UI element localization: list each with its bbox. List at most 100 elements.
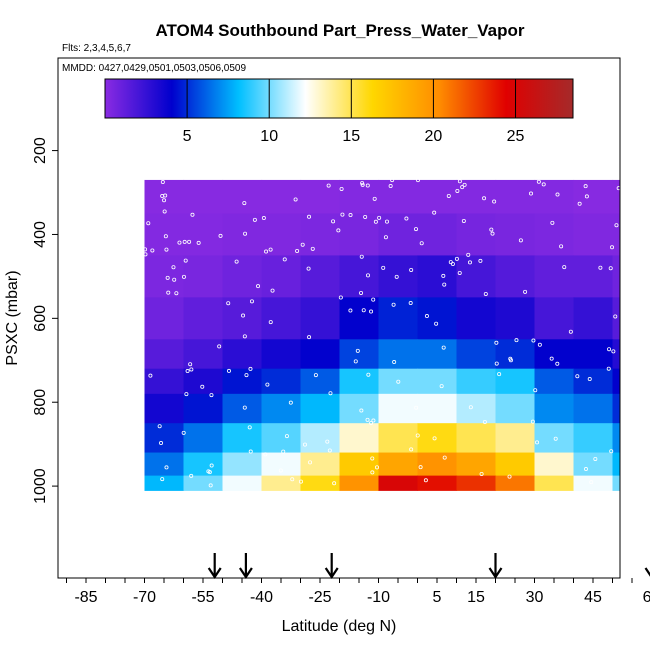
sample-marker [490, 231, 495, 236]
sample-marker [160, 194, 165, 199]
heatmap-cell [378, 339, 419, 370]
heatmap-cell [417, 179, 458, 215]
sample-marker [242, 334, 247, 339]
sample-marker [332, 481, 337, 486]
sample-marker [489, 227, 494, 232]
heatmap-cell [456, 213, 497, 257]
sample-marker [593, 456, 598, 461]
sample-marker [575, 374, 580, 379]
sample-marker [587, 377, 592, 382]
heatmap-cell [144, 452, 185, 477]
sample-marker [360, 181, 365, 186]
sample-marker [326, 183, 331, 188]
sample-marker [157, 424, 162, 429]
sample-marker [307, 214, 312, 219]
sample-marker [644, 234, 647, 237]
y-tick-label: 200 [32, 137, 49, 164]
sample-marker [268, 320, 273, 325]
heatmap-cell [183, 339, 224, 370]
sample-marker [284, 434, 289, 439]
sample-marker [621, 352, 624, 355]
sample-marker [497, 372, 502, 377]
sample-marker [164, 247, 169, 252]
sample-marker [177, 240, 182, 245]
heatmap-cell [573, 213, 614, 257]
arrow-head [207, 567, 222, 579]
sample-marker [523, 289, 528, 294]
heatmap-cell [300, 297, 341, 340]
sample-marker [160, 180, 165, 185]
sample-marker [163, 234, 168, 239]
sample-marker [348, 213, 353, 218]
heatmap-cell [573, 423, 614, 454]
heatmap-cell [300, 452, 341, 477]
heatmap-cell [495, 179, 536, 215]
sample-marker [384, 219, 389, 224]
sample-marker [209, 463, 214, 468]
sample-marker [479, 471, 484, 476]
heatmap-cell [456, 368, 497, 395]
heatmap-cell [417, 213, 458, 257]
arrow-head [324, 567, 339, 579]
y-tick-label: 800 [32, 389, 49, 416]
sample-marker [200, 384, 205, 389]
colorbar-gradient [104, 78, 574, 119]
sample-marker [381, 265, 386, 270]
sample-marker [432, 436, 437, 441]
heatmap-cell [183, 452, 224, 477]
sample-marker [187, 239, 192, 244]
sample-marker [171, 265, 176, 270]
sample-marker [247, 425, 252, 430]
heatmap-cell [144, 423, 185, 454]
sample-marker [553, 436, 558, 441]
heatmap-cell [183, 213, 224, 257]
heatmap-cell [573, 179, 614, 215]
heatmap-cell [222, 452, 263, 477]
sample-marker [583, 184, 588, 189]
sample-marker [611, 349, 616, 354]
heatmap-cell [495, 339, 536, 370]
sample-marker [355, 348, 360, 353]
sample-marker [555, 192, 560, 197]
sample-marker [424, 314, 429, 319]
heatmap-cell [495, 452, 536, 477]
sample-marker [483, 291, 488, 296]
heatmap-cell [339, 475, 380, 491]
heatmap-cell [378, 475, 419, 491]
sample-marker [441, 273, 446, 278]
sample-marker [263, 452, 268, 457]
heatmap-cell [534, 213, 575, 257]
sample-marker [162, 198, 167, 203]
heatmap-cell [495, 393, 536, 424]
sample-marker [408, 301, 413, 306]
sample-marker [392, 360, 397, 365]
x-tick-label: -10 [367, 589, 390, 606]
sample-marker [383, 235, 388, 240]
sample-marker [353, 359, 358, 364]
sample-marker [562, 265, 567, 270]
heatmap-cell [378, 179, 419, 215]
sample-marker [359, 290, 364, 295]
sample-marker [143, 247, 148, 252]
sample-marker [492, 199, 497, 204]
sample-marker [300, 242, 305, 247]
heatmap-cell [339, 179, 380, 215]
sample-marker [361, 308, 366, 313]
sample-marker [298, 479, 303, 484]
heatmap-cell [417, 423, 458, 454]
sample-marker [162, 209, 167, 214]
sample-marker [244, 373, 249, 378]
heatmap-cell [612, 475, 620, 491]
heatmap-cell [144, 297, 185, 340]
sample-marker [302, 442, 307, 447]
sample-marker [372, 196, 377, 201]
heatmap-cell [300, 393, 341, 424]
heatmap-cell [456, 393, 497, 424]
heatmap-cell [417, 339, 458, 370]
sample-marker [371, 418, 376, 423]
sample-marker [482, 196, 487, 201]
sample-marker [261, 216, 266, 221]
sample-marker [536, 179, 541, 184]
heatmap-cell [612, 213, 620, 257]
sample-marker [252, 217, 257, 222]
